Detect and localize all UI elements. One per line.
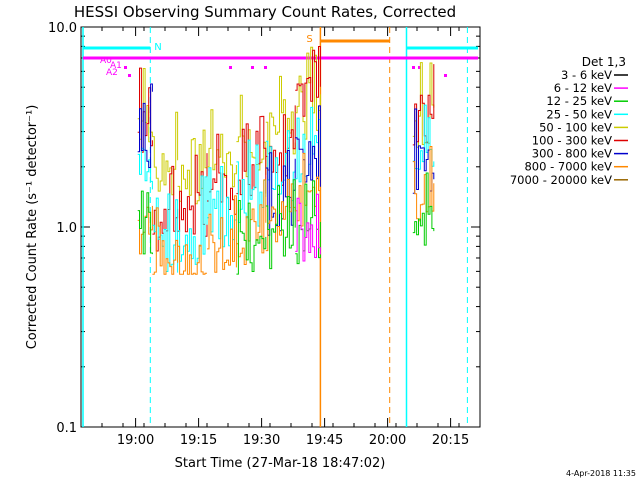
plot-area: 10.0 1.0 0.1 19:00 19:15 19:30 19:45 20:00 20:15… bbox=[48, 21, 636, 478]
series-trace bbox=[177, 153, 208, 237]
x-tick-label: 20:00 bbox=[369, 433, 406, 448]
series-trace bbox=[236, 94, 267, 178]
attenuator-flag-dot bbox=[412, 66, 415, 69]
series-trace bbox=[412, 64, 435, 146]
series-trace bbox=[152, 193, 179, 273]
series-trace bbox=[265, 75, 296, 155]
y-tick-label: 1.0 bbox=[56, 221, 77, 236]
x-tick-label: 19:00 bbox=[117, 433, 154, 448]
x-tick-label: 20:15 bbox=[432, 433, 469, 448]
legend-entry-label: 800 - 7000 keV bbox=[524, 160, 612, 174]
series-trace bbox=[265, 179, 296, 270]
y-axis-label: Corrected Count Rate (s⁻¹ detector⁻¹) bbox=[25, 105, 40, 350]
x-tick-label: 19:15 bbox=[180, 433, 217, 448]
series-trace bbox=[177, 244, 207, 275]
series-trace bbox=[152, 165, 179, 252]
attenuator-flag-dot bbox=[124, 66, 127, 69]
series-trace bbox=[207, 109, 237, 188]
legend-entry-label: 50 - 100 keV bbox=[539, 120, 612, 134]
saa-flag-label: S bbox=[306, 34, 312, 45]
series-trace bbox=[152, 207, 179, 275]
series-trace bbox=[137, 190, 153, 255]
attenuator-flag-dot bbox=[264, 66, 267, 69]
night-flag-label: N bbox=[154, 42, 161, 53]
series-trace bbox=[177, 175, 208, 265]
attenuator-label: A2 bbox=[106, 68, 118, 78]
series-trace bbox=[207, 166, 237, 248]
attenuator-flag-dot bbox=[128, 74, 131, 77]
series-trace bbox=[236, 115, 267, 196]
series-trace bbox=[295, 46, 321, 140]
y-tick-label: 0.1 bbox=[56, 421, 77, 436]
legend-entry-label: 25 - 50 keV bbox=[546, 107, 612, 121]
series-trace bbox=[137, 83, 153, 168]
x-axis-label: Start Time (27-Mar-18 18:47:02) bbox=[175, 456, 386, 471]
series-trace bbox=[236, 139, 267, 227]
legend-entry-label: 7000 - 20000 keV bbox=[510, 173, 612, 187]
series-trace bbox=[236, 179, 267, 265]
attenuator-flag-dot bbox=[444, 74, 447, 77]
series-trace bbox=[295, 105, 321, 187]
attenuator-label: A1 bbox=[110, 61, 122, 71]
series-trace bbox=[236, 200, 267, 275]
legend-entry-label: 3 - 6 keV bbox=[561, 68, 612, 82]
series-trace bbox=[265, 130, 296, 209]
series-trace bbox=[412, 108, 435, 194]
series-trace bbox=[265, 105, 296, 186]
attenuator-flag-dot bbox=[251, 66, 254, 69]
series-trace bbox=[265, 178, 296, 252]
series-trace bbox=[295, 152, 321, 227]
series-trace bbox=[295, 46, 321, 117]
legend-entry-label: 100 - 300 keV bbox=[532, 134, 612, 148]
x-tick-label: 19:30 bbox=[243, 433, 280, 448]
series-trace bbox=[412, 62, 435, 148]
legend-entry-label: 6 - 12 keV bbox=[554, 81, 612, 95]
series-trace bbox=[412, 172, 435, 246]
legend-entry-label: 300 - 800 keV bbox=[532, 147, 612, 161]
legend-title: Det 1,3 bbox=[582, 55, 626, 69]
series-trace bbox=[207, 133, 237, 215]
generation-timestamp: 4-Apr-2018 11:35 bbox=[566, 469, 636, 478]
series-trace bbox=[412, 146, 435, 222]
y-tick-label: 10.0 bbox=[48, 21, 77, 36]
x-tick-label: 19:45 bbox=[306, 433, 343, 448]
series-trace bbox=[177, 129, 208, 205]
legend-entry-label: 12 - 25 keV bbox=[546, 94, 612, 108]
series-trace bbox=[265, 150, 296, 236]
attenuator-flag-dot bbox=[229, 66, 232, 69]
series-trace bbox=[295, 193, 321, 262]
attenuator-flag-dot bbox=[418, 66, 421, 69]
series-trace bbox=[207, 195, 237, 273]
chart-title: HESSI Observing Summary Count Rates, Cor… bbox=[74, 3, 456, 21]
attenuator-label: A0 bbox=[100, 56, 112, 66]
